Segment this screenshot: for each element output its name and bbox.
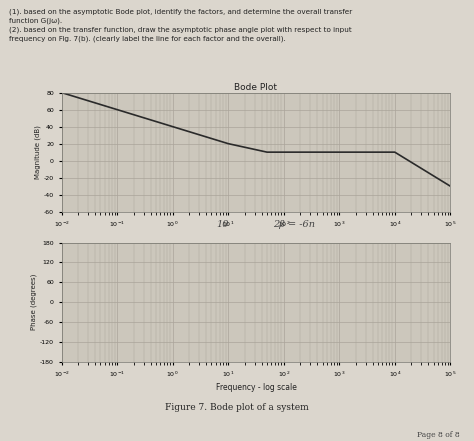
Text: 10: 10 [217, 220, 229, 229]
Text: (1). based on the asymptotic Bode plot, identify the factors, and determine the : (1). based on the asymptotic Bode plot, … [9, 9, 353, 42]
Text: Figure 7. Bode plot of a system: Figure 7. Bode plot of a system [165, 403, 309, 412]
Title: Bode Plot: Bode Plot [235, 83, 277, 92]
Text: 2β = -6n: 2β = -6n [273, 220, 315, 229]
X-axis label: Frequency - log scale: Frequency - log scale [216, 383, 296, 392]
Text: Page 8 of 8: Page 8 of 8 [417, 430, 460, 439]
Y-axis label: Magnitude (dB): Magnitude (dB) [35, 125, 41, 179]
Y-axis label: Phase (degrees): Phase (degrees) [31, 274, 37, 330]
